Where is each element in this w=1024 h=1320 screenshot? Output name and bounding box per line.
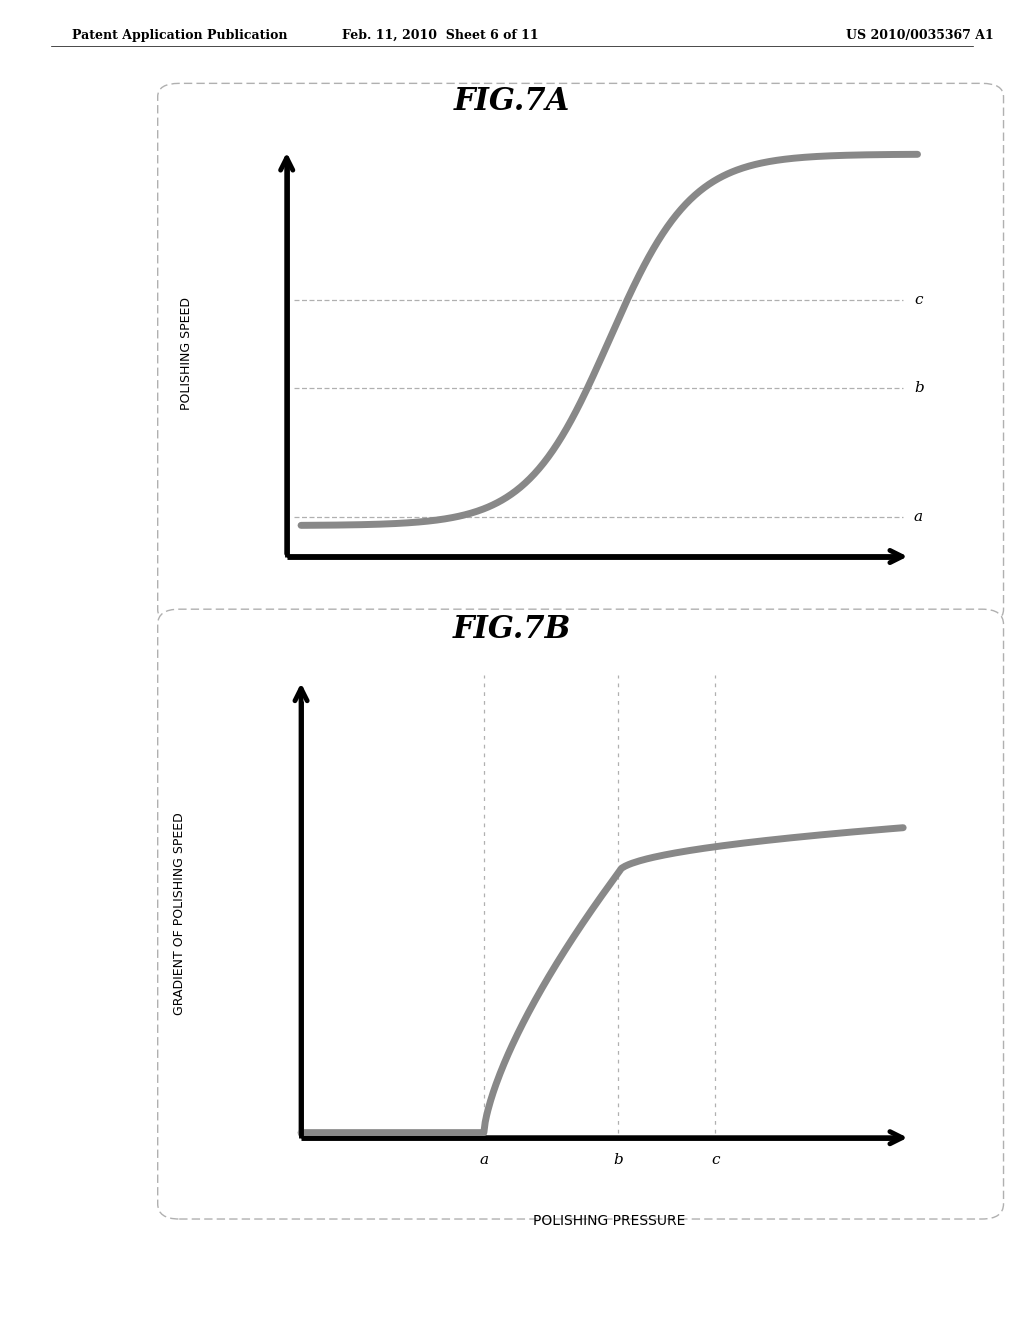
Text: GRADIENT OF POLISHING SPEED: GRADIENT OF POLISHING SPEED — [173, 813, 185, 1015]
Text: POLISHING PRESSURE: POLISHING PRESSURE — [534, 1214, 685, 1228]
Text: a: a — [913, 510, 923, 524]
Text: FIG.7B: FIG.7B — [453, 614, 571, 644]
Text: POLISHING SPEED: POLISHING SPEED — [180, 297, 193, 409]
Text: b: b — [613, 1152, 623, 1167]
Text: Feb. 11, 2010  Sheet 6 of 11: Feb. 11, 2010 Sheet 6 of 11 — [342, 29, 539, 42]
Text: Patent Application Publication: Patent Application Publication — [72, 29, 287, 42]
Text: US 2010/0035367 A1: US 2010/0035367 A1 — [846, 29, 993, 42]
Text: a: a — [479, 1152, 488, 1167]
Text: FIG.7A: FIG.7A — [454, 86, 570, 116]
Text: b: b — [913, 381, 924, 396]
Text: POLISHING PRESSURE: POLISHING PRESSURE — [534, 614, 685, 628]
Text: c: c — [913, 293, 923, 308]
Text: c: c — [711, 1152, 720, 1167]
FancyBboxPatch shape — [158, 83, 1004, 623]
FancyBboxPatch shape — [158, 610, 1004, 1220]
